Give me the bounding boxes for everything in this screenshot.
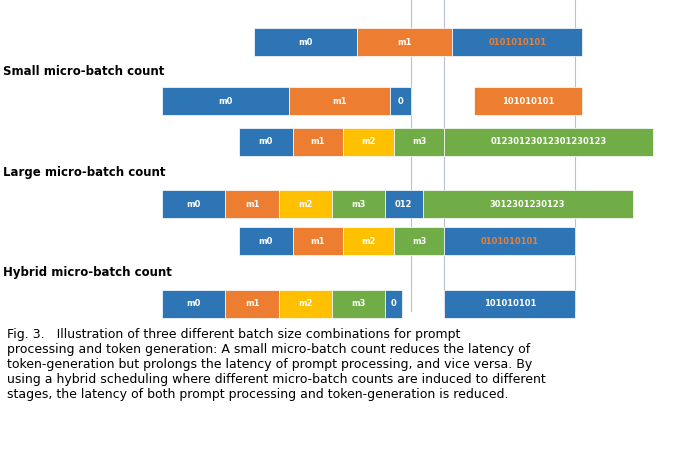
Bar [394,128,444,156]
Text: 3012301230123: 3012301230123 [490,200,565,209]
Text: m2: m2 [361,137,376,146]
Bar [343,128,394,156]
Text: m0: m0 [258,137,273,146]
Text: 101010101: 101010101 [502,97,555,106]
Text: m0: m0 [218,97,233,106]
Text: m3: m3 [412,137,426,146]
Text: 0: 0 [391,299,396,308]
Bar [444,290,575,318]
Bar [474,87,582,115]
Text: m1: m1 [245,200,260,209]
Text: m2: m2 [298,299,313,308]
Text: 0101010101: 0101010101 [481,237,539,246]
Bar [239,228,293,255]
Bar [357,28,452,56]
Text: m1: m1 [311,237,325,246]
Bar [162,87,289,115]
Bar [343,228,394,255]
Text: 0101010101: 0101010101 [488,38,546,47]
Text: 012: 012 [395,200,413,209]
Text: m3: m3 [351,200,365,209]
Text: Small micro-batch count: Small micro-batch count [3,65,165,78]
Text: m1: m1 [397,38,412,47]
Bar [239,128,293,156]
Bar [225,290,279,318]
Bar [390,87,411,115]
Text: m1: m1 [311,137,325,146]
Bar [279,290,332,318]
Text: m0: m0 [186,299,201,308]
Text: m0: m0 [186,200,201,209]
Bar [423,190,633,218]
Bar [394,228,444,255]
Text: m0: m0 [298,38,313,47]
Text: 01230123012301230123: 01230123012301230123 [491,137,606,146]
Text: Fig. 3.   Illustration of three different batch size combinations for prompt
pro: Fig. 3. Illustration of three different … [7,328,546,401]
Text: m2: m2 [361,237,376,246]
Bar [293,228,343,255]
Text: m1: m1 [245,299,260,308]
Bar [289,87,390,115]
Bar [254,28,357,56]
Bar [162,190,225,218]
Text: m2: m2 [298,200,313,209]
Bar [444,128,653,156]
Bar [444,228,575,255]
Bar [279,190,332,218]
Text: m3: m3 [351,299,365,308]
Text: Large micro-batch count: Large micro-batch count [3,167,166,179]
Text: 101010101: 101010101 [484,299,536,308]
Bar [162,290,225,318]
Bar [332,290,385,318]
Text: 0: 0 [398,97,403,106]
Text: m3: m3 [412,237,426,246]
Bar [385,290,402,318]
Text: m0: m0 [258,237,273,246]
Bar [293,128,343,156]
Bar [452,28,582,56]
Bar [385,190,423,218]
Text: Hybrid micro-batch count: Hybrid micro-batch count [3,266,172,279]
Bar [225,190,279,218]
Bar [332,190,385,218]
Text: m1: m1 [332,97,347,106]
